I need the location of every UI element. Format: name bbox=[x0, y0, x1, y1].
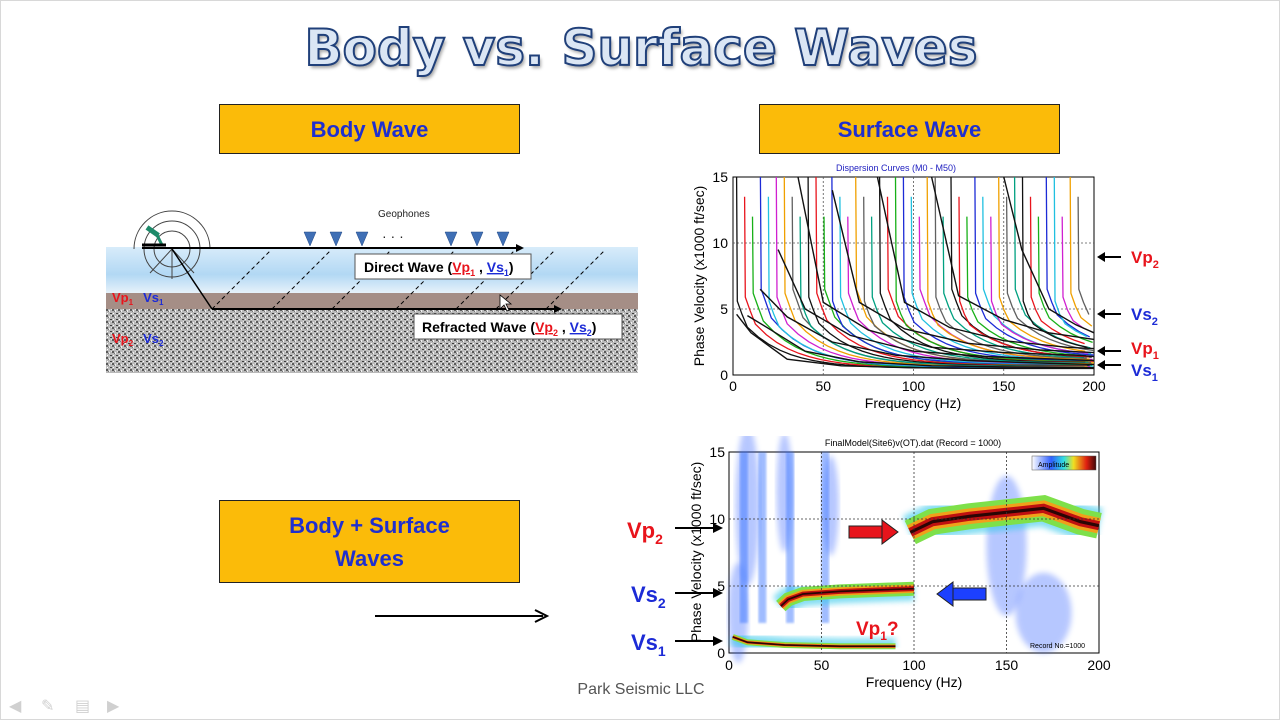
overtone-image-chart: FinalModel(Site6)v(OT).dat (Record = 100… bbox=[688, 436, 1111, 690]
overtone-energy-blob bbox=[1015, 572, 1072, 653]
overtone-xlabel: Frequency (Hz) bbox=[866, 674, 962, 690]
amplitude-legend-label: Amplitude bbox=[1038, 462, 1069, 469]
body-wave-label: Body Wave bbox=[310, 116, 429, 142]
dispersion-series-M5 bbox=[831, 190, 1095, 354]
overtone-streak bbox=[786, 452, 795, 623]
ot-xtick-label: 100 bbox=[902, 657, 926, 673]
vp1-question-label: Vp1? bbox=[856, 619, 899, 643]
svg-text:Vp1: Vp1 bbox=[1131, 339, 1159, 362]
overtone-title: FinalModel(Site6)v(OT).dat (Record = 100… bbox=[825, 438, 1001, 448]
dispersion-velocity-markers: Vp2 Vs2 Vp1 Vs1 bbox=[1097, 248, 1159, 384]
layer1-velocities: Vp1 Vs1 bbox=[112, 290, 164, 307]
dispersion-mode-curve bbox=[966, 216, 1087, 357]
amplitude-legend bbox=[1031, 455, 1097, 471]
disp-xtick-label: 0 bbox=[729, 378, 737, 394]
disp-xtick-label: 100 bbox=[902, 378, 926, 394]
marker-vs2: Vs2 bbox=[1097, 305, 1158, 328]
body-wave-diagram: Geophones · · · Direct Wave (Vp1 , Vs1) … bbox=[106, 209, 638, 373]
dispersion-series-M6 bbox=[876, 176, 1095, 350]
slide-menu-icon[interactable]: ▤ bbox=[75, 698, 91, 715]
red-arrow bbox=[848, 519, 899, 545]
direct-wave-label: Direct Wave (Vp1 , Vs1) bbox=[364, 259, 514, 278]
dispersion-mode-curve bbox=[1053, 176, 1088, 338]
ot-ytick-label: 10 bbox=[709, 511, 725, 527]
surface-wave-label: Surface Wave bbox=[837, 116, 982, 142]
dispersion-series-M3 bbox=[777, 249, 1095, 362]
overtone-ylabel: Phase Velocity (x1000 ft/sec) bbox=[688, 462, 704, 643]
geophone-dots: · · · bbox=[382, 228, 404, 244]
blue-arrow bbox=[936, 581, 987, 607]
interface-band bbox=[106, 293, 638, 309]
dispersion-mode-curve bbox=[1061, 216, 1085, 330]
layer2-velocities: Vp2 Vs2 bbox=[112, 331, 164, 348]
dispersion-mode-curve bbox=[1077, 196, 1090, 315]
ot-ytick-label: 5 bbox=[717, 578, 725, 594]
ot-ytick-label: 15 bbox=[709, 444, 725, 460]
source-icon bbox=[133, 210, 211, 279]
mouse-cursor-icon bbox=[499, 294, 513, 312]
ot-ytick-label: 0 bbox=[717, 645, 725, 661]
slide-next-icon[interactable]: ▶ bbox=[107, 698, 120, 715]
dispersion-mode-curve bbox=[934, 176, 1087, 359]
disp-ytick-label: 0 bbox=[720, 367, 728, 383]
overtone-velocity-markers: Vp2 Vs2 Vs1 bbox=[627, 518, 723, 659]
ot-xtick-label: 0 bbox=[725, 657, 733, 673]
marker-vs1: Vs1 bbox=[1097, 360, 1158, 384]
ot-xtick-label: 50 bbox=[814, 657, 830, 673]
dispersion-xlabel: Frequency (Hz) bbox=[865, 395, 961, 411]
svg-text:Vp2: Vp2 bbox=[627, 518, 663, 547]
dispersion-series-M2 bbox=[759, 288, 1095, 366]
marker-vp2: Vp2 bbox=[1097, 248, 1159, 271]
svg-text:Vs1: Vs1 bbox=[631, 630, 666, 659]
refracted-wave-label: Refracted Wave (Vp2 , Vs2) bbox=[422, 319, 596, 338]
overtone-ridge-Vs1 ridge bbox=[732, 636, 896, 648]
dispersion-ylabel: Phase Velocity (x1000 ft/sec) bbox=[691, 186, 707, 367]
geophones-label: Geophones bbox=[378, 209, 430, 220]
ot-xtick-label: 150 bbox=[995, 657, 1019, 673]
svg-text:Vp2: Vp2 bbox=[1131, 248, 1159, 271]
slide-pen-icon[interactable]: ✎ bbox=[41, 698, 55, 715]
overtone-streak bbox=[739, 452, 748, 623]
dispersion-series-M8 bbox=[1003, 176, 1095, 334]
surface-wave-box: Surface Wave bbox=[759, 104, 1060, 154]
dispersion-series-M0 bbox=[736, 313, 1094, 370]
footer-credit: Park Seismic LLC bbox=[577, 681, 705, 698]
combined-wave-label-line2: Waves bbox=[335, 545, 404, 571]
marker-vp1: Vp1 bbox=[1097, 339, 1159, 362]
body-wave-box: Body Wave bbox=[219, 104, 520, 154]
ot-xtick-label: 200 bbox=[1087, 657, 1111, 673]
dispersion-series-M7 bbox=[930, 176, 1095, 341]
dispersion-mode-curve bbox=[1069, 176, 1093, 327]
record-number-label: Record No.=1000 bbox=[1030, 643, 1085, 650]
ot-marker-vs1: Vs1 bbox=[631, 630, 723, 659]
svg-text:Vs2: Vs2 bbox=[1131, 305, 1158, 328]
pointer-arrow bbox=[375, 609, 550, 623]
disp-ytick-label: 5 bbox=[720, 301, 728, 317]
dispersion-mode-curve bbox=[1045, 176, 1090, 338]
disp-ytick-label: 15 bbox=[712, 169, 728, 185]
combined-wave-box: Body + Surface Waves bbox=[219, 500, 520, 583]
dispersion-mode-curve bbox=[1029, 196, 1085, 345]
disp-xtick-label: 50 bbox=[815, 378, 831, 394]
ot-marker-vp2: Vp2 bbox=[627, 518, 723, 547]
dispersion-mode-curve bbox=[998, 176, 1086, 352]
overtone-streak bbox=[821, 452, 830, 623]
svg-text:Vs1: Vs1 bbox=[1131, 361, 1158, 384]
overtone-streak bbox=[758, 452, 767, 623]
dispersion-title: Dispersion Curves (M0 - M50) bbox=[836, 163, 956, 173]
dispersion-series-M1 bbox=[747, 315, 1095, 369]
svg-text:Vs2: Vs2 bbox=[631, 582, 666, 611]
disp-xtick-label: 150 bbox=[992, 378, 1016, 394]
disp-xtick-label: 200 bbox=[1082, 378, 1106, 394]
combined-wave-label-line1: Body + Surface bbox=[289, 512, 450, 538]
ot-marker-vs2: Vs2 bbox=[631, 582, 723, 611]
slide-prev-icon[interactable]: ◀ bbox=[9, 698, 22, 715]
dispersion-series-M4 bbox=[797, 176, 1095, 358]
slide-title: Body vs. Surface Waves bbox=[303, 18, 978, 78]
disp-ytick-label: 10 bbox=[712, 235, 728, 251]
